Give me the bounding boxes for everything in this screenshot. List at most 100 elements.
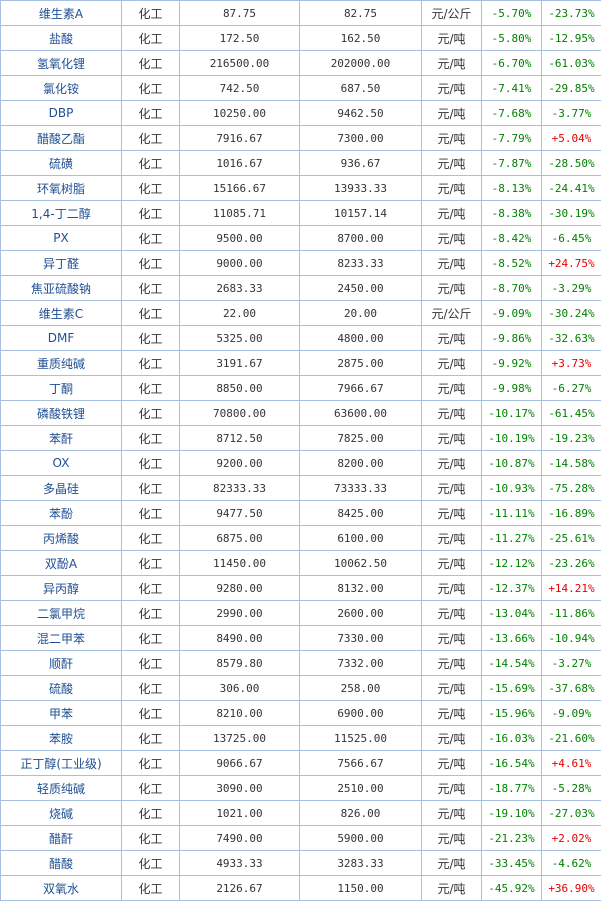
commodity-name-link[interactable]: 正丁醇(工业级) (0, 750, 122, 776)
commodity-name-link[interactable]: OX (0, 450, 122, 476)
price-a-cell: 4933.33 (179, 850, 300, 876)
price-a-cell: 82333.33 (179, 475, 300, 501)
change-1-cell: -15.96% (481, 700, 542, 726)
table-row: 盐酸 化工 172.50 162.50 元/吨 -5.80% -12.95% (0, 25, 601, 51)
commodity-name-link[interactable]: 硫酸 (0, 675, 122, 701)
change-2-cell: -28.50% (541, 150, 601, 176)
change-2-cell: +36.90% (541, 875, 601, 901)
commodity-name-link[interactable]: PX (0, 225, 122, 251)
price-b-cell: 936.67 (299, 150, 422, 176)
change-1-cell: -21.23% (481, 825, 542, 851)
price-b-cell: 2510.00 (299, 775, 422, 801)
table-row: PX 化工 9500.00 8700.00 元/吨 -8.42% -6.45% (0, 225, 601, 251)
commodity-name-link[interactable]: 氯化铵 (0, 75, 122, 101)
change-1-cell: -9.98% (481, 375, 542, 401)
commodity-name-link[interactable]: 苯酚 (0, 500, 122, 526)
commodity-name-link[interactable]: 双氧水 (0, 875, 122, 901)
commodity-name-link[interactable]: 甲苯 (0, 700, 122, 726)
price-a-cell: 216500.00 (179, 50, 300, 76)
price-b-cell: 6100.00 (299, 525, 422, 551)
price-a-cell: 1016.67 (179, 150, 300, 176)
change-2-cell: -30.19% (541, 200, 601, 226)
change-1-cell: -18.77% (481, 775, 542, 801)
unit-cell: 元/吨 (421, 75, 482, 101)
table-row: 氢氧化锂 化工 216500.00 202000.00 元/吨 -6.70% -61.03% (0, 50, 601, 76)
unit-cell: 元/吨 (421, 275, 482, 301)
commodity-name-link[interactable]: DBP (0, 100, 122, 126)
category-cell: 化工 (121, 375, 180, 401)
commodity-name-link[interactable]: 二氯甲烷 (0, 600, 122, 626)
price-b-cell: 20.00 (299, 300, 422, 326)
price-b-cell: 8132.00 (299, 575, 422, 601)
category-cell: 化工 (121, 800, 180, 826)
change-2-cell: -29.85% (541, 75, 601, 101)
change-2-cell: +2.02% (541, 825, 601, 851)
commodity-name-link[interactable]: 双酚A (0, 550, 122, 576)
price-b-cell: 687.50 (299, 75, 422, 101)
table-row: 混二甲苯 化工 8490.00 7330.00 元/吨 -13.66% -10.94% (0, 625, 601, 651)
commodity-name-link[interactable]: 焦亚硫酸钠 (0, 275, 122, 301)
category-cell: 化工 (121, 475, 180, 501)
unit-cell: 元/吨 (421, 525, 482, 551)
category-cell: 化工 (121, 25, 180, 51)
table-row: 顺酐 化工 8579.80 7332.00 元/吨 -14.54% -3.27% (0, 650, 601, 676)
category-cell: 化工 (121, 125, 180, 151)
change-1-cell: -16.03% (481, 725, 542, 751)
unit-cell: 元/吨 (421, 775, 482, 801)
change-1-cell: -14.54% (481, 650, 542, 676)
price-a-cell: 3191.67 (179, 350, 300, 376)
unit-cell: 元/吨 (421, 25, 482, 51)
commodity-name-link[interactable]: 醋酸 (0, 850, 122, 876)
price-b-cell: 1150.00 (299, 875, 422, 901)
commodity-name-link[interactable]: 异丙醇 (0, 575, 122, 601)
category-cell: 化工 (121, 275, 180, 301)
commodity-name-link[interactable]: 维生素A (0, 0, 122, 26)
commodity-name-link[interactable]: 重质纯碱 (0, 350, 122, 376)
commodity-name-link[interactable]: DMF (0, 325, 122, 351)
unit-cell: 元/吨 (421, 375, 482, 401)
category-cell: 化工 (121, 725, 180, 751)
commodity-name-link[interactable]: 磷酸铁锂 (0, 400, 122, 426)
price-b-cell: 7300.00 (299, 125, 422, 151)
commodity-name-link[interactable]: 轻质纯碱 (0, 775, 122, 801)
table-row: 维生素C 化工 22.00 20.00 元/公斤 -9.09% -30.24% (0, 300, 601, 326)
commodity-name-link[interactable]: 氢氧化锂 (0, 50, 122, 76)
change-1-cell: -13.66% (481, 625, 542, 651)
change-2-cell: -24.41% (541, 175, 601, 201)
change-1-cell: -33.45% (481, 850, 542, 876)
commodity-name-link[interactable]: 盐酸 (0, 25, 122, 51)
commodity-name-link[interactable]: 丁酮 (0, 375, 122, 401)
commodity-name-link[interactable]: 醋酸乙酯 (0, 125, 122, 151)
price-b-cell: 826.00 (299, 800, 422, 826)
table-row: 轻质纯碱 化工 3090.00 2510.00 元/吨 -18.77% -5.28% (0, 775, 601, 801)
commodity-name-link[interactable]: 异丁醛 (0, 250, 122, 276)
unit-cell: 元/吨 (421, 50, 482, 76)
commodity-name-link[interactable]: 硫磺 (0, 150, 122, 176)
commodity-name-link[interactable]: 苯酐 (0, 425, 122, 451)
commodity-name-link[interactable]: 顺酐 (0, 650, 122, 676)
table-row: 丙烯酸 化工 6875.00 6100.00 元/吨 -11.27% -25.61% (0, 525, 601, 551)
category-cell: 化工 (121, 825, 180, 851)
change-2-cell: -3.77% (541, 100, 601, 126)
commodity-name-link[interactable]: 丙烯酸 (0, 525, 122, 551)
price-b-cell: 7330.00 (299, 625, 422, 651)
commodity-name-link[interactable]: 1,4-丁二醇 (0, 200, 122, 226)
price-a-cell: 9200.00 (179, 450, 300, 476)
unit-cell: 元/吨 (421, 675, 482, 701)
change-1-cell: -7.87% (481, 150, 542, 176)
commodity-name-link[interactable]: 苯胺 (0, 725, 122, 751)
change-2-cell: -75.28% (541, 475, 601, 501)
commodity-name-link[interactable]: 醋酐 (0, 825, 122, 851)
commodity-name-link[interactable]: 维生素C (0, 300, 122, 326)
price-b-cell: 13933.33 (299, 175, 422, 201)
commodity-name-link[interactable]: 环氧树脂 (0, 175, 122, 201)
unit-cell: 元/吨 (421, 250, 482, 276)
price-a-cell: 15166.67 (179, 175, 300, 201)
commodity-name-link[interactable]: 多晶硅 (0, 475, 122, 501)
category-cell: 化工 (121, 200, 180, 226)
commodity-name-link[interactable]: 烧碱 (0, 800, 122, 826)
commodity-name-link[interactable]: 混二甲苯 (0, 625, 122, 651)
table-row: 醋酐 化工 7490.00 5900.00 元/吨 -21.23% +2.02% (0, 825, 601, 851)
change-2-cell: -19.23% (541, 425, 601, 451)
unit-cell: 元/吨 (421, 850, 482, 876)
